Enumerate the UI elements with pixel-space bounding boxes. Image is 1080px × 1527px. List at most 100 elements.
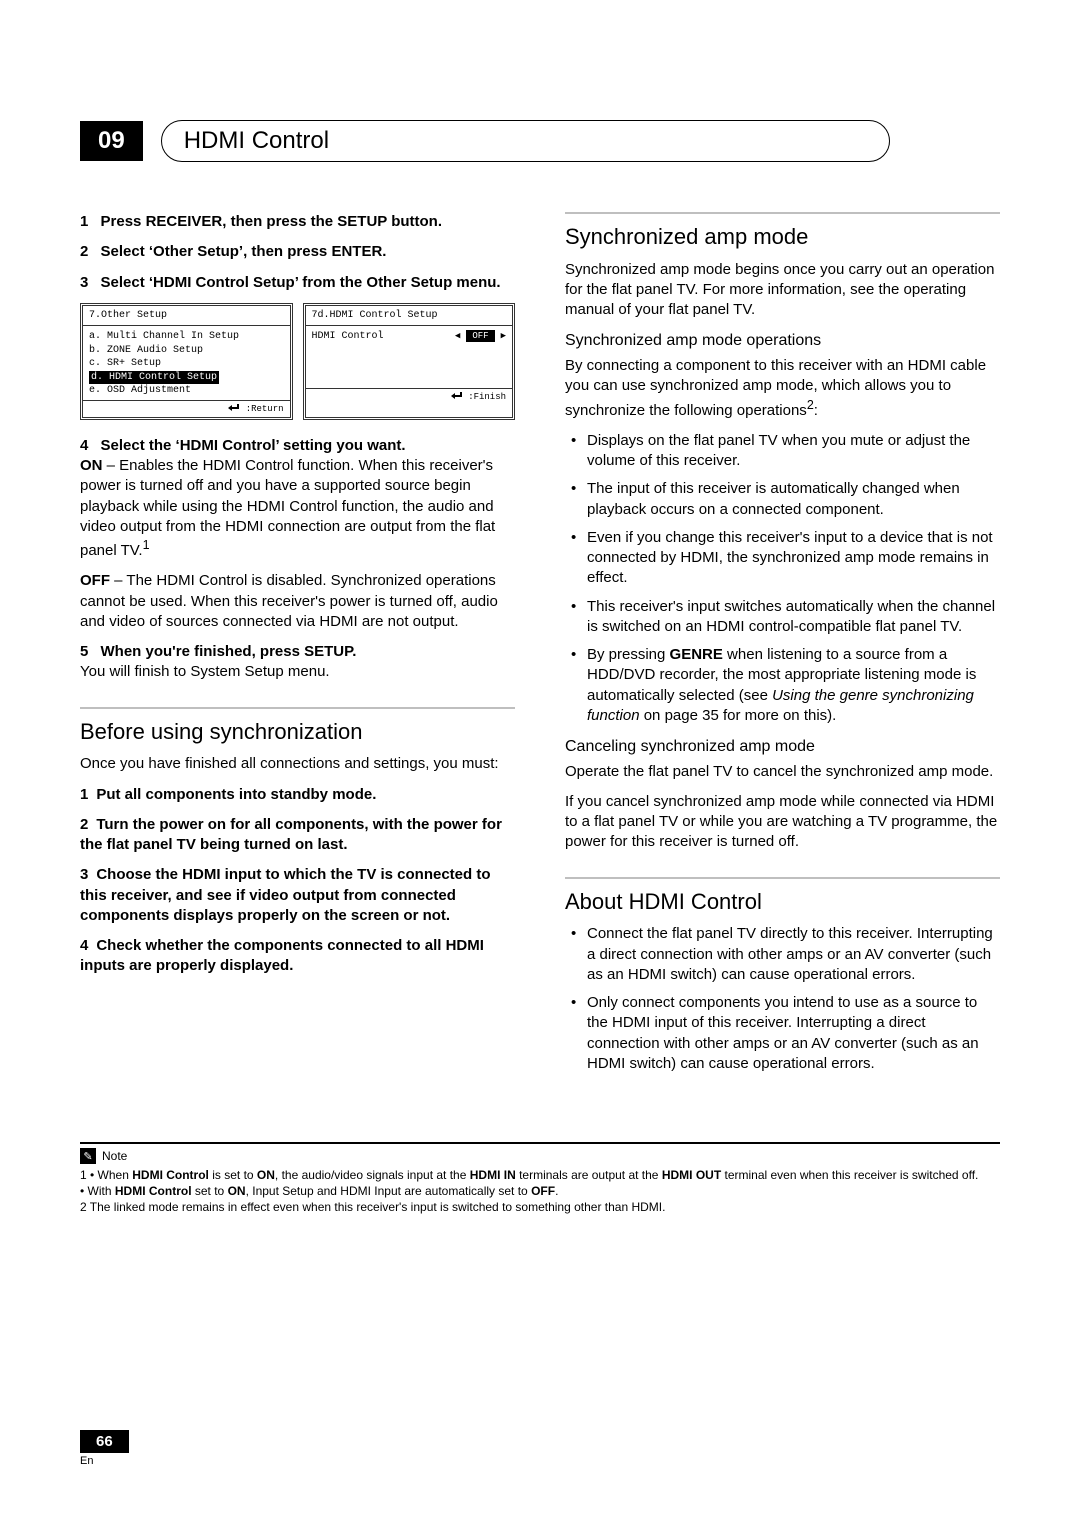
osd-line: c. SR+ Setup xyxy=(89,357,284,371)
osd-row-value-wrap: ◀ OFF ▶ xyxy=(455,330,506,386)
kw: SETUP xyxy=(304,643,352,660)
step-number: 2 xyxy=(80,816,88,833)
note-line-1: 1 • When HDMI Control is set to ON, the … xyxy=(80,1167,1000,1183)
osd-row-label: HDMI Control xyxy=(312,330,384,386)
t: terminal even when this receiver is swit… xyxy=(721,1168,978,1182)
option-on: ON – Enables the HDMI Control function. … xyxy=(80,456,515,561)
section-rule xyxy=(565,877,1000,879)
step-number: 4 xyxy=(80,937,88,954)
sync-bullet: Displays on the flat panel TV when you m… xyxy=(565,431,1000,472)
osd-row: 7.Other Setup a. Multi Channel In Setup … xyxy=(80,303,515,420)
footnote-ref: 2 xyxy=(807,398,814,412)
step-number: 1 xyxy=(80,786,88,803)
kw: RECEIVER xyxy=(146,213,223,230)
note-label-text: Note xyxy=(102,1149,127,1163)
before-intro: Once you have finished all connections a… xyxy=(80,754,515,774)
t: , then press xyxy=(243,243,331,260)
step-number: 4 xyxy=(80,437,88,454)
note-body: 1 • When HDMI Control is set to ON, the … xyxy=(80,1167,1000,1216)
osd-title: 7d.HDMI Control Setup xyxy=(306,306,513,327)
about-bullet: Connect the flat panel TV directly to th… xyxy=(565,924,1000,985)
step-number: 3 xyxy=(80,866,88,883)
step-tail: You will finish to System Setup menu. xyxy=(80,662,515,682)
left-triangle-icon: ◀ xyxy=(455,331,460,341)
sync-ops-title: Synchronized amp mode operations xyxy=(565,330,1000,352)
t: setting you want. xyxy=(279,437,406,454)
kw: HDMI Control xyxy=(132,1168,209,1182)
page-footer: 66 En xyxy=(80,1430,129,1467)
note-line-3: 2 The linked mode remains in effect even… xyxy=(80,1199,1000,1215)
t: Select xyxy=(101,274,149,291)
return-arrow-icon xyxy=(451,392,463,401)
step-lead: Select ‘HDMI Control Setup’ from the Oth… xyxy=(101,274,501,291)
osd-other-setup: 7.Other Setup a. Multi Channel In Setup … xyxy=(80,303,293,420)
t: , the audio/video signals input at the xyxy=(275,1168,470,1182)
osd-line-highlight: d. HDMI Control Setup xyxy=(89,371,219,385)
kw: OFF xyxy=(531,1184,555,1198)
page: 09 HDMI Control 1 Press RECEIVER, then p… xyxy=(0,0,1080,1527)
chapter-header: 09 HDMI Control xyxy=(80,120,1000,162)
step-5: 5 When you're finished, press SETUP. You… xyxy=(80,642,515,683)
t: By connecting a component to this receiv… xyxy=(565,357,986,419)
page-number-badge: 66 xyxy=(80,1430,129,1453)
t: By pressing xyxy=(587,646,670,663)
section-before-sync: Before using synchronization xyxy=(80,717,515,747)
left-column: 1 Press RECEIVER, then press the SETUP b… xyxy=(80,212,515,1082)
cancel-title: Canceling synchronized amp mode xyxy=(565,736,1000,758)
section-sync-amp: Synchronized amp mode xyxy=(565,222,1000,252)
right-column: Synchronized amp mode Synchronized amp m… xyxy=(565,212,1000,1082)
off-text: – The HDMI Control is disabled. Synchron… xyxy=(80,572,498,630)
cancel-p1: Operate the flat panel TV to cancel the … xyxy=(565,762,1000,782)
t: on page 35 for more on this). xyxy=(640,707,837,724)
t: , then press the xyxy=(222,213,337,230)
t: Press xyxy=(101,213,146,230)
osd-line: a. Multi Channel In Setup xyxy=(89,330,284,344)
osd-line: e. OSD Adjustment xyxy=(89,384,284,398)
step-3: 3 Select ‘HDMI Control Setup’ from the O… xyxy=(80,273,515,293)
off-label: OFF xyxy=(80,572,110,589)
before-step-2: 2Turn the power on for all components, w… xyxy=(80,815,515,856)
kw: GENRE xyxy=(670,646,723,663)
t: set to xyxy=(192,1184,228,1198)
before-step-1: 1Put all components into standby mode. xyxy=(80,785,515,805)
step-lead: Select the ‘HDMI Control’ setting you wa… xyxy=(101,437,406,454)
step-lead: Select ‘Other Setup’, then press ENTER. xyxy=(101,243,387,260)
step-lead: Turn the power on for all components, wi… xyxy=(80,816,502,853)
about-bullet: Only connect components you intend to us… xyxy=(565,993,1000,1074)
kw: ON xyxy=(228,1184,246,1198)
step-2: 2 Select ‘Other Setup’, then press ENTER… xyxy=(80,242,515,262)
return-arrow-icon xyxy=(228,404,240,413)
note-line-2: • With HDMI Control set to ON, Input Set… xyxy=(80,1183,1000,1199)
footnote-ref: 1 xyxy=(143,538,150,552)
step-number: 1 xyxy=(80,213,88,230)
sync-intro: Synchronized amp mode begins once you ca… xyxy=(565,260,1000,321)
t: terminals are output at the xyxy=(516,1168,662,1182)
kw: HDMI IN xyxy=(470,1168,516,1182)
q: ‘HDMI Control Setup’ xyxy=(149,274,298,291)
t: When you're finished, press xyxy=(101,643,305,660)
sync-bullet: By pressing GENRE when listening to a so… xyxy=(565,645,1000,726)
osd-foot: :Return xyxy=(83,400,290,417)
right-triangle-icon: ▶ xyxy=(501,331,506,341)
note-rule xyxy=(80,1142,1000,1144)
osd-foot-text: :Return xyxy=(246,404,284,414)
step-lead: When you're finished, press SETUP. xyxy=(101,643,357,660)
sync-bullet: This receiver's input switches automatic… xyxy=(565,597,1000,638)
cancel-p2: If you cancel synchronized amp mode whil… xyxy=(565,792,1000,853)
osd-title: 7.Other Setup xyxy=(83,306,290,327)
q: ‘HDMI Control’ xyxy=(176,437,279,454)
before-step-4: 4Check whether the components connected … xyxy=(80,936,515,977)
step-number: 3 xyxy=(80,274,88,291)
sync-ops-intro: By connecting a component to this receiv… xyxy=(565,356,1000,421)
section-rule xyxy=(80,707,515,709)
osd-body: a. Multi Channel In Setup b. ZONE Audio … xyxy=(83,326,290,400)
step-lead: Check whether the components connected t… xyxy=(80,937,484,974)
q: ‘Other Setup’ xyxy=(149,243,243,260)
t: . xyxy=(555,1184,558,1198)
content-columns: 1 Press RECEIVER, then press the SETUP b… xyxy=(80,212,1000,1082)
kw: SETUP xyxy=(337,213,387,230)
t: 1 • When xyxy=(80,1168,132,1182)
t: is set to xyxy=(209,1168,257,1182)
kw: ON xyxy=(257,1168,275,1182)
chapter-number-badge: 09 xyxy=(80,121,143,161)
